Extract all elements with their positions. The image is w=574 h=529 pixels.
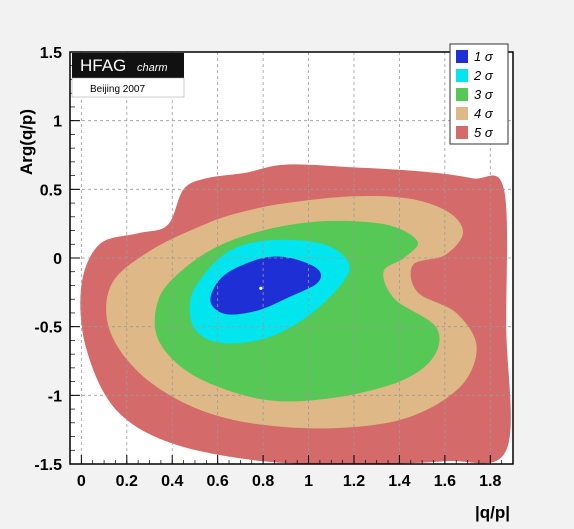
x-tick-label: 1.2 bbox=[343, 473, 365, 490]
x-tick-label: 1.4 bbox=[388, 473, 410, 490]
best-fit-point bbox=[259, 286, 263, 290]
legend-swatch bbox=[456, 50, 468, 63]
x-tick-label: 1.6 bbox=[434, 473, 456, 490]
y-tick-label: -1.5 bbox=[34, 457, 62, 474]
x-tick-label: 0.4 bbox=[161, 473, 183, 490]
legend-label: 4 σ bbox=[474, 106, 494, 121]
y-tick-label: 1 bbox=[53, 114, 62, 131]
y-tick-label: -0.5 bbox=[34, 320, 62, 337]
y-axis-label: Arg(q/p) bbox=[17, 109, 36, 175]
y-tick-label: 0.5 bbox=[40, 182, 62, 199]
y-tick-label: -1 bbox=[48, 388, 62, 405]
x-tick-label: 1 bbox=[304, 473, 313, 490]
x-axis-label: |q/p| bbox=[475, 503, 510, 522]
legend-swatch bbox=[456, 107, 468, 120]
x-axis-ticks: 0 0.2 0.4 0.6 0.8 1 1.2 1.4 1.6 1.8 bbox=[77, 455, 514, 490]
x-tick-label: 1.8 bbox=[479, 473, 501, 490]
x-tick-label: 0 bbox=[77, 473, 86, 490]
badge-dark-band bbox=[72, 53, 184, 78]
y-tick-label: 1.5 bbox=[40, 45, 62, 62]
badge-subtitle: charm bbox=[137, 62, 168, 74]
x-tick-label: 0.8 bbox=[252, 473, 274, 490]
badge-light-band bbox=[71, 77, 185, 98]
badge-note: Beijing 2007 bbox=[90, 84, 145, 95]
legend-swatch bbox=[456, 88, 468, 101]
legend-label: 5 σ bbox=[474, 125, 494, 140]
badge-title: HFAG bbox=[80, 56, 126, 75]
y-tick-label: 0 bbox=[53, 251, 62, 268]
legend: 1 σ 2 σ 3 σ 4 σ 5 σ bbox=[449, 43, 509, 145]
x-tick-label: 0.2 bbox=[116, 473, 138, 490]
hfag-badge: HFAG charm Beijing 2007 bbox=[71, 53, 185, 98]
legend-swatch bbox=[456, 126, 468, 139]
legend-label: 2 σ bbox=[473, 68, 494, 83]
confidence-regions bbox=[80, 164, 511, 465]
x-tick-label: 0.6 bbox=[207, 473, 229, 490]
legend-swatch bbox=[456, 69, 468, 82]
region-1-sigma bbox=[210, 256, 322, 315]
legend-label: 1 σ bbox=[474, 49, 494, 64]
legend-label: 3 σ bbox=[474, 87, 494, 102]
y-axis-ticks: 1.5 1 0.5 0 -0.5 -1 -1.5 bbox=[34, 45, 80, 474]
